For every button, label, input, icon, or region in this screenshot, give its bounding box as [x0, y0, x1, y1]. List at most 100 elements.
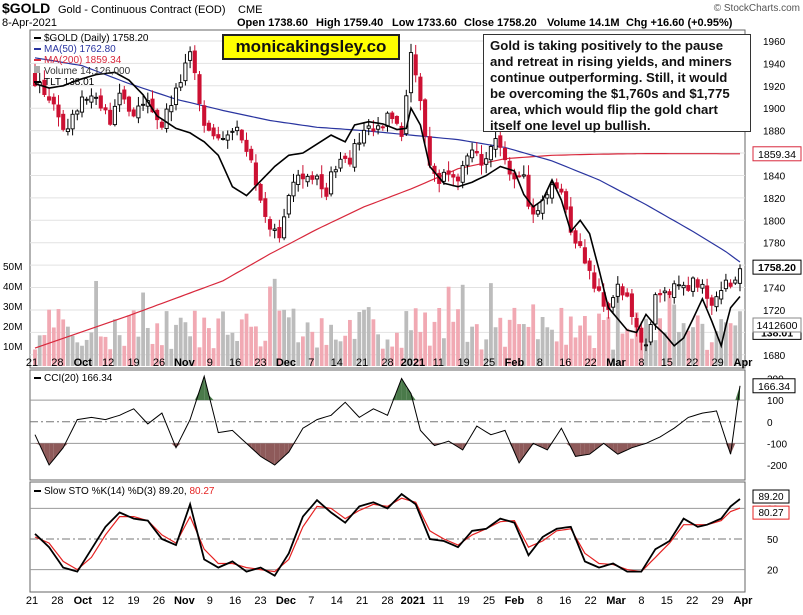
volume-bar	[705, 349, 709, 366]
cci-overbought-fill	[406, 386, 411, 401]
volume-bar	[352, 338, 357, 366]
cci-line	[34, 374, 741, 466]
volume-tick-label: 30M	[3, 302, 22, 313]
volume-bar	[404, 311, 409, 366]
candle-body	[122, 89, 127, 100]
volume-bar	[446, 286, 451, 366]
candle-body	[596, 286, 602, 291]
volume-bar	[545, 327, 550, 366]
cci-oversold-fill	[270, 443, 275, 466]
x-axis-label: 19	[127, 357, 139, 369]
candle-body	[267, 219, 273, 230]
volume-bar	[451, 321, 456, 366]
cci-oversold-fill	[251, 443, 256, 453]
cci-tick-label: -100	[767, 439, 787, 450]
candle-body	[714, 296, 719, 308]
volume-bar	[601, 319, 606, 366]
volume-bar	[155, 323, 160, 366]
cci-oversold-fill	[260, 443, 266, 460]
volume-bar	[672, 304, 677, 366]
candle-body	[324, 187, 329, 197]
volume-tick-label: 50M	[3, 262, 22, 273]
volume-bar	[183, 322, 188, 366]
candle-body	[89, 95, 94, 103]
cci-oversold-fill	[519, 443, 524, 463]
cci-oversold-fill	[44, 443, 50, 466]
volume-bar	[188, 336, 192, 366]
candle-body	[582, 247, 587, 264]
candle-body	[733, 279, 738, 284]
x-axis-label: 9	[207, 357, 213, 369]
x-axis-label: 14	[331, 357, 343, 369]
candle-body	[441, 171, 446, 182]
volume-bar	[517, 324, 521, 366]
x-axis-label: 26	[153, 357, 165, 369]
volume-bar	[380, 348, 385, 366]
candle-body	[197, 74, 202, 105]
x-axis-label: 21	[26, 357, 38, 369]
volume-bar	[489, 283, 493, 366]
price-tick-label: 1800	[763, 216, 786, 227]
volume-bar	[395, 332, 399, 366]
candle-body	[394, 115, 399, 124]
candle-body	[545, 194, 550, 199]
candle-body	[164, 108, 169, 129]
candle-body	[277, 227, 282, 239]
volume-bar	[413, 308, 418, 366]
ohlc-change: Chg +16.60 (+0.95%)	[626, 17, 733, 29]
candle-body	[244, 139, 249, 152]
volume-bar	[658, 318, 662, 366]
volume-bar	[56, 309, 61, 366]
price-tick-label: 1940	[763, 59, 786, 70]
volume-bar	[66, 326, 70, 366]
volume-bar	[587, 335, 592, 366]
volume-bar	[282, 309, 286, 366]
volume-bar	[348, 319, 352, 366]
candle-body	[108, 109, 113, 125]
volume-bar	[700, 323, 705, 366]
volume-bar	[272, 278, 277, 366]
sto-title-main: Slow STO %K(14) %D(3) 89.20,	[44, 486, 189, 497]
volume-bar	[738, 311, 742, 366]
candle-body	[719, 290, 724, 300]
cci-overbought-fill	[194, 390, 200, 401]
cci-oversold-fill	[627, 443, 632, 450]
volume-bar	[122, 345, 127, 366]
candle-body	[559, 188, 564, 193]
x-axis-label: 28	[381, 357, 393, 369]
volume-bar	[80, 345, 84, 366]
volume-bar	[268, 286, 272, 366]
volume-bar	[578, 325, 583, 366]
candle-body	[690, 277, 696, 292]
volume-bar	[315, 347, 319, 366]
volume-bar	[70, 335, 75, 366]
ohlc-high: High 1759.40	[316, 17, 383, 29]
candle-body	[634, 318, 639, 328]
candle-body	[47, 96, 52, 101]
volume-bar	[540, 317, 545, 366]
price-tick-label: 1880	[763, 127, 786, 138]
legend-volume-swatch	[34, 66, 40, 73]
volume-bar	[371, 319, 376, 366]
candle-body	[361, 129, 367, 144]
volume-bar	[301, 336, 305, 366]
volume-bar	[376, 334, 380, 366]
cci-tick-label: -200	[767, 461, 787, 472]
candle-body	[446, 170, 451, 175]
x-axis-label: 15	[661, 595, 673, 607]
chart-symbol: $GOLD	[2, 0, 50, 16]
candle-body	[239, 129, 244, 141]
chart-instrument-name: Gold - Continuous Contract (EOD)	[58, 4, 226, 16]
x-axis-label: 2021	[401, 595, 425, 607]
volume-bar	[667, 291, 672, 366]
candle-body	[79, 96, 85, 113]
tlt-line	[34, 71, 741, 349]
x-axis-label: 28	[51, 357, 63, 369]
volume-bar	[648, 336, 653, 366]
candle-body	[291, 181, 296, 197]
volume-bar	[145, 327, 150, 366]
cci-oversold-fill	[575, 443, 581, 457]
candle-body	[319, 174, 324, 190]
x-axis-label: Apr	[734, 357, 754, 369]
